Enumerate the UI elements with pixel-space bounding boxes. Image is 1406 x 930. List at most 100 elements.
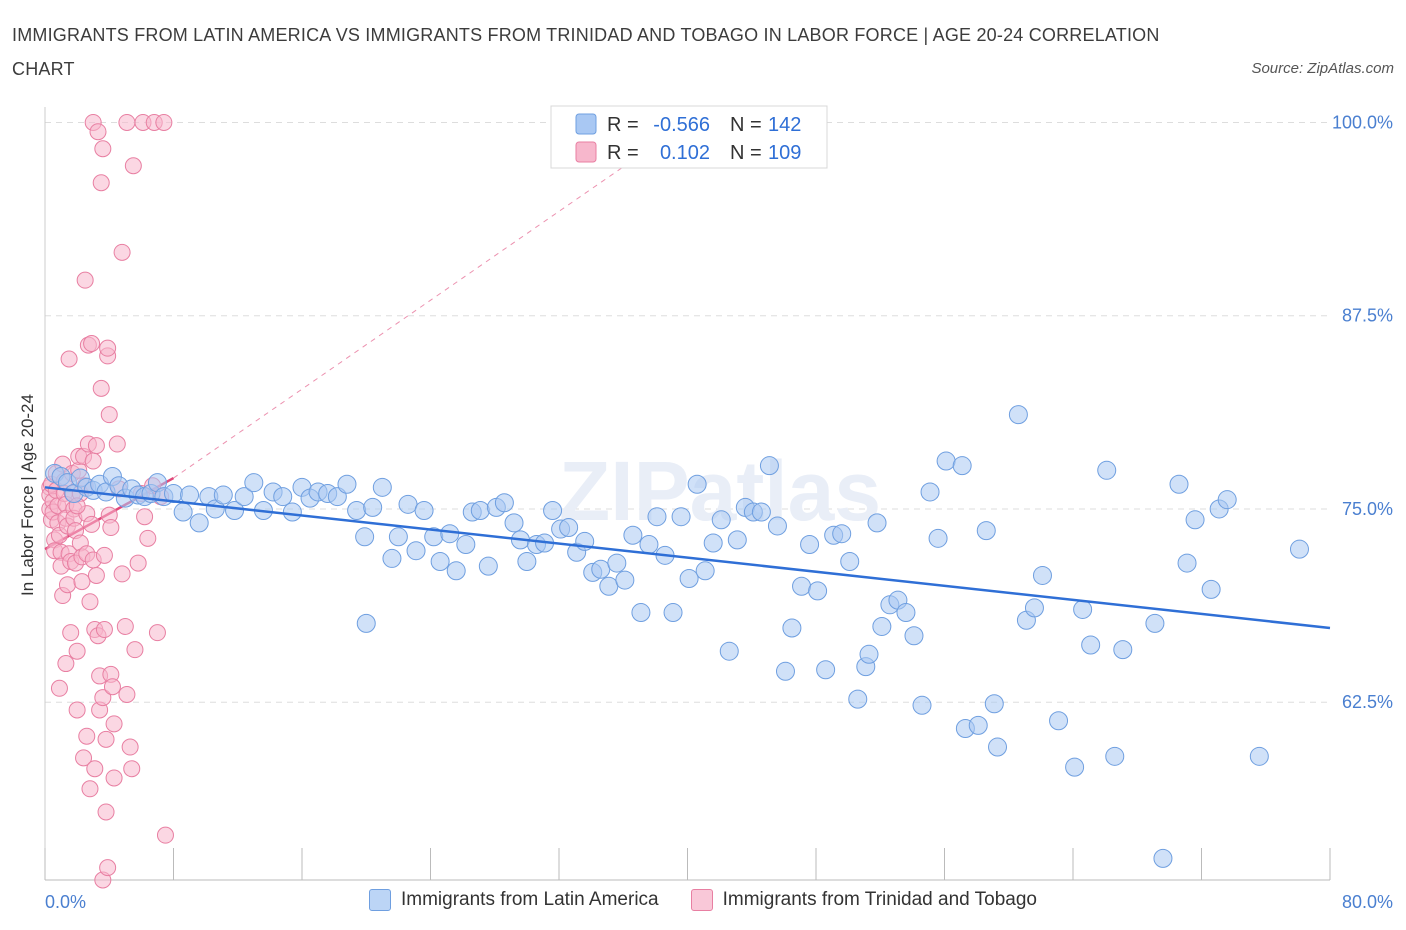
latin-america-point-98 [832, 524, 852, 544]
trinidad-point-108 [78, 727, 96, 745]
latin-america-point-30 [273, 487, 293, 507]
legend-label-latin-america: Immigrants from Latin America [400, 889, 659, 910]
trinidad-point-69 [97, 730, 115, 748]
chart-title: IMMIGRANTS FROM LATIN AMERICA VS IMMIGRA… [12, 25, 1160, 79]
latin-america-point-124 [1065, 757, 1085, 777]
latin-america-point-103 [867, 513, 887, 533]
trinidad-point-64 [92, 379, 110, 397]
latin-america-point-43 [388, 527, 408, 547]
y-tick-labels: 62.5% 75.0% 87.5% 100.0% [1332, 112, 1393, 712]
latin-america-point-126 [1081, 635, 1101, 655]
legend-box: R = -0.566 N = 142 R = 0.102 N = 109 [550, 105, 828, 169]
latin-america-point-81 [695, 561, 715, 581]
latin-america-point-104 [872, 616, 892, 636]
latin-america-point-59 [517, 552, 537, 572]
latin-america-point-57 [504, 513, 524, 533]
trinidad-point-72 [99, 339, 117, 357]
latin-america-point-25 [225, 501, 245, 521]
latin-america-point-128 [1105, 746, 1125, 766]
y-tick-label-0: 62.5% [1342, 692, 1393, 712]
x-tick-label-0: 0.0% [45, 892, 86, 912]
latin-america-point-68 [591, 559, 611, 579]
trinidad-point-35 [68, 701, 86, 719]
latin-america-point-40 [363, 497, 383, 517]
latin-america-point-45 [406, 541, 426, 561]
legend-r-value-1: -0.566 [653, 114, 710, 136]
legend-n-label-2: N = [730, 142, 762, 164]
trinidad-point-65 [94, 689, 112, 707]
latin-america-point-26 [234, 487, 254, 507]
chart-source: Source: ZipAtlas.com [1251, 60, 1394, 77]
latin-america-point-39 [355, 527, 375, 547]
latin-america-point-129 [1113, 640, 1133, 660]
latin-america-point-92 [782, 618, 802, 638]
trinidad-point-83 [113, 565, 131, 583]
latin-america-point-123 [1049, 711, 1069, 731]
trinidad-point-78 [105, 715, 123, 733]
legend-swatch-trinidad [690, 889, 713, 911]
latin-america-point-19 [173, 502, 193, 522]
latin-america-point-53 [470, 501, 490, 521]
latin-america-point-100 [848, 689, 868, 709]
bottom-legend: Immigrants from Latin America Immigrants… [0, 889, 1406, 911]
trinidad-point-93 [139, 529, 157, 547]
latin-america-point-115 [968, 715, 988, 735]
legend-n-value-2: 109 [768, 142, 801, 164]
legend-swatch-pink [575, 141, 597, 163]
trinidad-point-51 [81, 780, 99, 798]
latin-america-point-102 [859, 644, 879, 664]
latin-america-point-109 [912, 695, 932, 715]
latin-america-point-78 [671, 507, 691, 527]
trinidad-trend-extension [173, 122, 688, 479]
latin-america-point-90 [767, 516, 787, 536]
trinidad-point-58 [87, 437, 105, 455]
trinidad-point-84 [116, 617, 134, 635]
latin-america-point-49 [440, 524, 460, 544]
legend-swatch-latin-america [368, 889, 391, 911]
latin-america-point-127 [1097, 460, 1117, 480]
latin-america-point-138 [1249, 746, 1269, 766]
latin-america-point-130 [1145, 613, 1165, 633]
latin-america-point-38 [347, 501, 367, 521]
trinidad-point-54 [84, 452, 102, 470]
latin-america-point-79 [679, 569, 699, 589]
latin-america-point-37 [337, 474, 357, 494]
latin-america-point-31 [282, 502, 302, 522]
trinidad-point-82 [113, 243, 131, 261]
latin-america-point-41 [372, 477, 392, 497]
latin-america-point-42 [382, 548, 402, 568]
trinidad-point-57 [86, 760, 104, 778]
trinidad-point-52 [83, 335, 101, 353]
latin-america-point-117 [984, 694, 1004, 714]
latin-america-point-80 [687, 474, 707, 494]
latin-america-point-139 [1289, 539, 1309, 559]
latin-america-point-69 [599, 576, 619, 596]
latin-america-point-64 [559, 518, 579, 538]
legend-n-value-1: 142 [768, 114, 801, 136]
latin-america-point-118 [988, 737, 1008, 757]
latin-america-point-110 [920, 482, 940, 502]
latin-america-point-140 [356, 613, 376, 633]
latin-america-point-108 [904, 626, 924, 646]
trinidad-point-53 [83, 515, 101, 533]
latin-america-trend-line [44, 486, 1331, 630]
trinidad-point-27 [62, 624, 80, 642]
y-tick-label-1: 75.0% [1342, 499, 1393, 519]
legend-item-trinidad: Immigrants from Trinidad and Tobago [690, 889, 1037, 911]
latin-america-point-88 [751, 502, 771, 522]
trinidad-point-59 [87, 566, 105, 584]
latin-america-point-46 [414, 501, 434, 521]
trinidad-point-79 [105, 769, 123, 787]
trinidad-point-95 [94, 140, 112, 158]
y-tick-label-3: 100.0% [1332, 112, 1393, 132]
x-tick-label-1: 80.0% [1342, 892, 1393, 912]
latin-america-point-56 [494, 493, 514, 513]
legend-swatch-blue [575, 113, 597, 135]
legend-item-latin-america: Immigrants from Latin America [368, 889, 659, 911]
trinidad-point-103 [156, 826, 174, 844]
legend-r-label-2: R = [607, 142, 639, 164]
y-axis-title: In Labor Force | Age 20-24 [18, 394, 37, 596]
latin-america-point-134 [1185, 510, 1205, 530]
legend-n-label-1: N = [730, 114, 762, 136]
latin-america-point-113 [952, 456, 972, 476]
